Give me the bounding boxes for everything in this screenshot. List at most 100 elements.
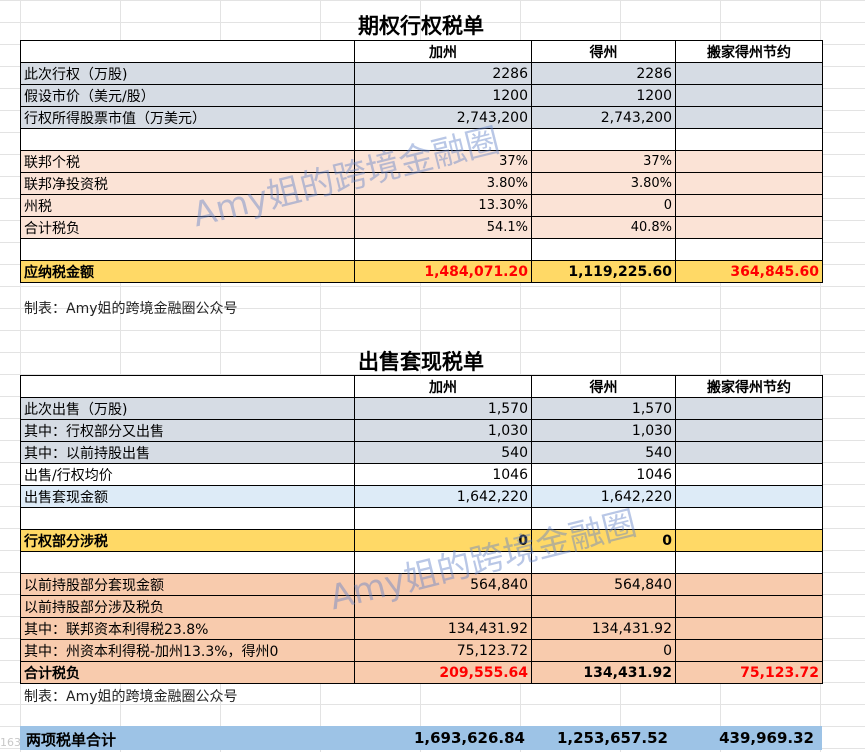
cell-save xyxy=(675,216,823,239)
table2-note: 制表：Amy姐的跨境金融圈公众号 xyxy=(24,689,238,705)
cell-save xyxy=(675,463,823,486)
row-label: 其中：州资本利得税-加州13.3%，得州0 xyxy=(20,639,355,662)
cell-save xyxy=(675,441,823,464)
cell-tx: 0 xyxy=(531,639,676,662)
column-header: 搬家得州节约 xyxy=(675,40,823,63)
cell-save xyxy=(675,397,823,420)
table-row xyxy=(20,238,823,261)
cell-save: 364,845.60 xyxy=(675,260,823,283)
table-row xyxy=(20,128,823,151)
row-label xyxy=(20,128,355,151)
row-label: 出售/行权均价 xyxy=(20,463,355,486)
table-row: 合计税负 54.1% 40.8% xyxy=(20,216,823,239)
table-row: 假设市价（美元/股） 1200 1200 xyxy=(20,84,823,107)
column-header: 搬家得州节约 xyxy=(675,375,823,398)
row-label xyxy=(20,507,355,530)
row-label: 以前持股部分涉及税负 xyxy=(20,595,355,618)
cell-save xyxy=(675,485,823,508)
cell-save xyxy=(675,106,823,129)
column-header xyxy=(20,40,355,63)
cell-ca xyxy=(354,507,532,530)
table-row: 出售套现金额 1,642,220 1,642,220 xyxy=(20,485,823,508)
row-label: 合计税负 xyxy=(20,216,355,239)
cell-tx xyxy=(531,128,676,151)
cell-save xyxy=(675,595,823,618)
header-row: 加州 得州 搬家得州节约 xyxy=(20,40,823,63)
grand-total-tx: 1,253,657.52 xyxy=(556,729,668,747)
table-row: 州税 13.30% 0 xyxy=(20,194,823,217)
cell-ca: 75,123.72 xyxy=(354,639,532,662)
cell-save xyxy=(675,617,823,640)
grand-total-row: 两项税单合计 1,693,626.84 1,253,657.52 439,969… xyxy=(20,726,822,750)
cell-ca: 1200 xyxy=(354,84,532,107)
cell-save xyxy=(675,507,823,530)
cell-tx: 3.80% xyxy=(531,172,676,195)
row-label: 其中：行权部分又出售 xyxy=(20,419,355,442)
cell-save xyxy=(675,62,823,85)
row-label: 此次出售（万股) xyxy=(20,397,355,420)
cell-ca: 134,431.92 xyxy=(354,617,532,640)
table-row xyxy=(20,507,823,530)
table1-note: 制表：Amy姐的跨境金融圈公众号 xyxy=(24,301,238,317)
cell-ca: 1,642,220 xyxy=(354,485,532,508)
cell-tx: 40.8% xyxy=(531,216,676,239)
exercise-tax-table: 加州 得州 搬家得州节约 此次行权（万股) 2286 2286 假设市价（美元/股） 1200… xyxy=(20,40,823,283)
sale-tax-table: 加州 得州 搬家得州节约 此次出售（万股) 1,570 1,570 其中：行权部分又出售 1,… xyxy=(20,375,823,684)
cell-tx xyxy=(531,551,676,574)
cell-ca xyxy=(354,595,532,618)
table-row: 行权所得股票市值（万美元） 2,743,200 2,743,200 xyxy=(20,106,823,129)
column-header: 加州 xyxy=(354,375,532,398)
cell-save: 75,123.72 xyxy=(675,661,823,684)
cell-tx: 540 xyxy=(531,441,676,464)
cell-ca: 13.30% xyxy=(354,194,532,217)
cell-save xyxy=(675,238,823,261)
cell-ca: 0 xyxy=(354,529,532,552)
grand-total-saving: 439,969.32 xyxy=(719,729,814,747)
row-label xyxy=(20,238,355,261)
cell-save xyxy=(675,419,823,442)
cell-ca: 1,030 xyxy=(354,419,532,442)
table-row xyxy=(20,551,823,574)
cell-save xyxy=(675,128,823,151)
cell-tx: 37% xyxy=(531,150,676,173)
grand-total-label: 两项税单合计 xyxy=(26,731,117,749)
cell-tx: 1,570 xyxy=(531,397,676,420)
column-header: 得州 xyxy=(531,40,676,63)
cell-save xyxy=(675,194,823,217)
table-row: 其中：以前持股出售 540 540 xyxy=(20,441,823,464)
table-row: 其中：联邦资本利得税23.8% 134,431.92 134,431.92 xyxy=(20,617,823,640)
cell-save xyxy=(675,529,823,552)
table-row: 出售/行权均价 1046 1046 xyxy=(20,463,823,486)
cell-ca: 54.1% xyxy=(354,216,532,239)
table-row: 以前持股部分涉及税负 xyxy=(20,595,823,618)
cell-ca: 540 xyxy=(354,441,532,464)
cell-save xyxy=(675,84,823,107)
row-label xyxy=(20,551,355,574)
cell-tx xyxy=(531,595,676,618)
cell-ca: 1,484,071.20 xyxy=(354,260,532,283)
row-label: 合计税负 xyxy=(20,661,355,684)
row-label: 此次行权（万股) xyxy=(20,62,355,85)
table2-title: 出售套现税单 xyxy=(358,350,484,374)
cell-save xyxy=(675,551,823,574)
row-label: 州税 xyxy=(20,194,355,217)
table-row: 行权部分涉税 0 0 xyxy=(20,529,823,552)
column-header: 加州 xyxy=(354,40,532,63)
cell-tx: 134,431.92 xyxy=(531,661,676,684)
table-row: 应纳税金额 1,484,071.20 1,119,225.60 364,845.60 xyxy=(20,260,823,283)
cell-ca: 209,555.64 xyxy=(354,661,532,684)
cell-tx: 1,119,225.60 xyxy=(531,260,676,283)
table-row: 此次出售（万股) 1,570 1,570 xyxy=(20,397,823,420)
cell-tx: 1,030 xyxy=(531,419,676,442)
cell-tx xyxy=(531,238,676,261)
cell-ca: 1046 xyxy=(354,463,532,486)
cell-tx: 0 xyxy=(531,529,676,552)
grand-total-ca: 1,693,626.84 xyxy=(413,729,525,747)
header-row: 加州 得州 搬家得州节约 xyxy=(20,375,823,398)
table-row: 其中：州资本利得税-加州13.3%，得州0 75,123.72 0 xyxy=(20,639,823,662)
row-label: 行权所得股票市值（万美元） xyxy=(20,106,355,129)
cell-tx: 2,743,200 xyxy=(531,106,676,129)
row-label: 出售套现金额 xyxy=(20,485,355,508)
cell-tx: 1200 xyxy=(531,84,676,107)
row-label: 联邦个税 xyxy=(20,150,355,173)
